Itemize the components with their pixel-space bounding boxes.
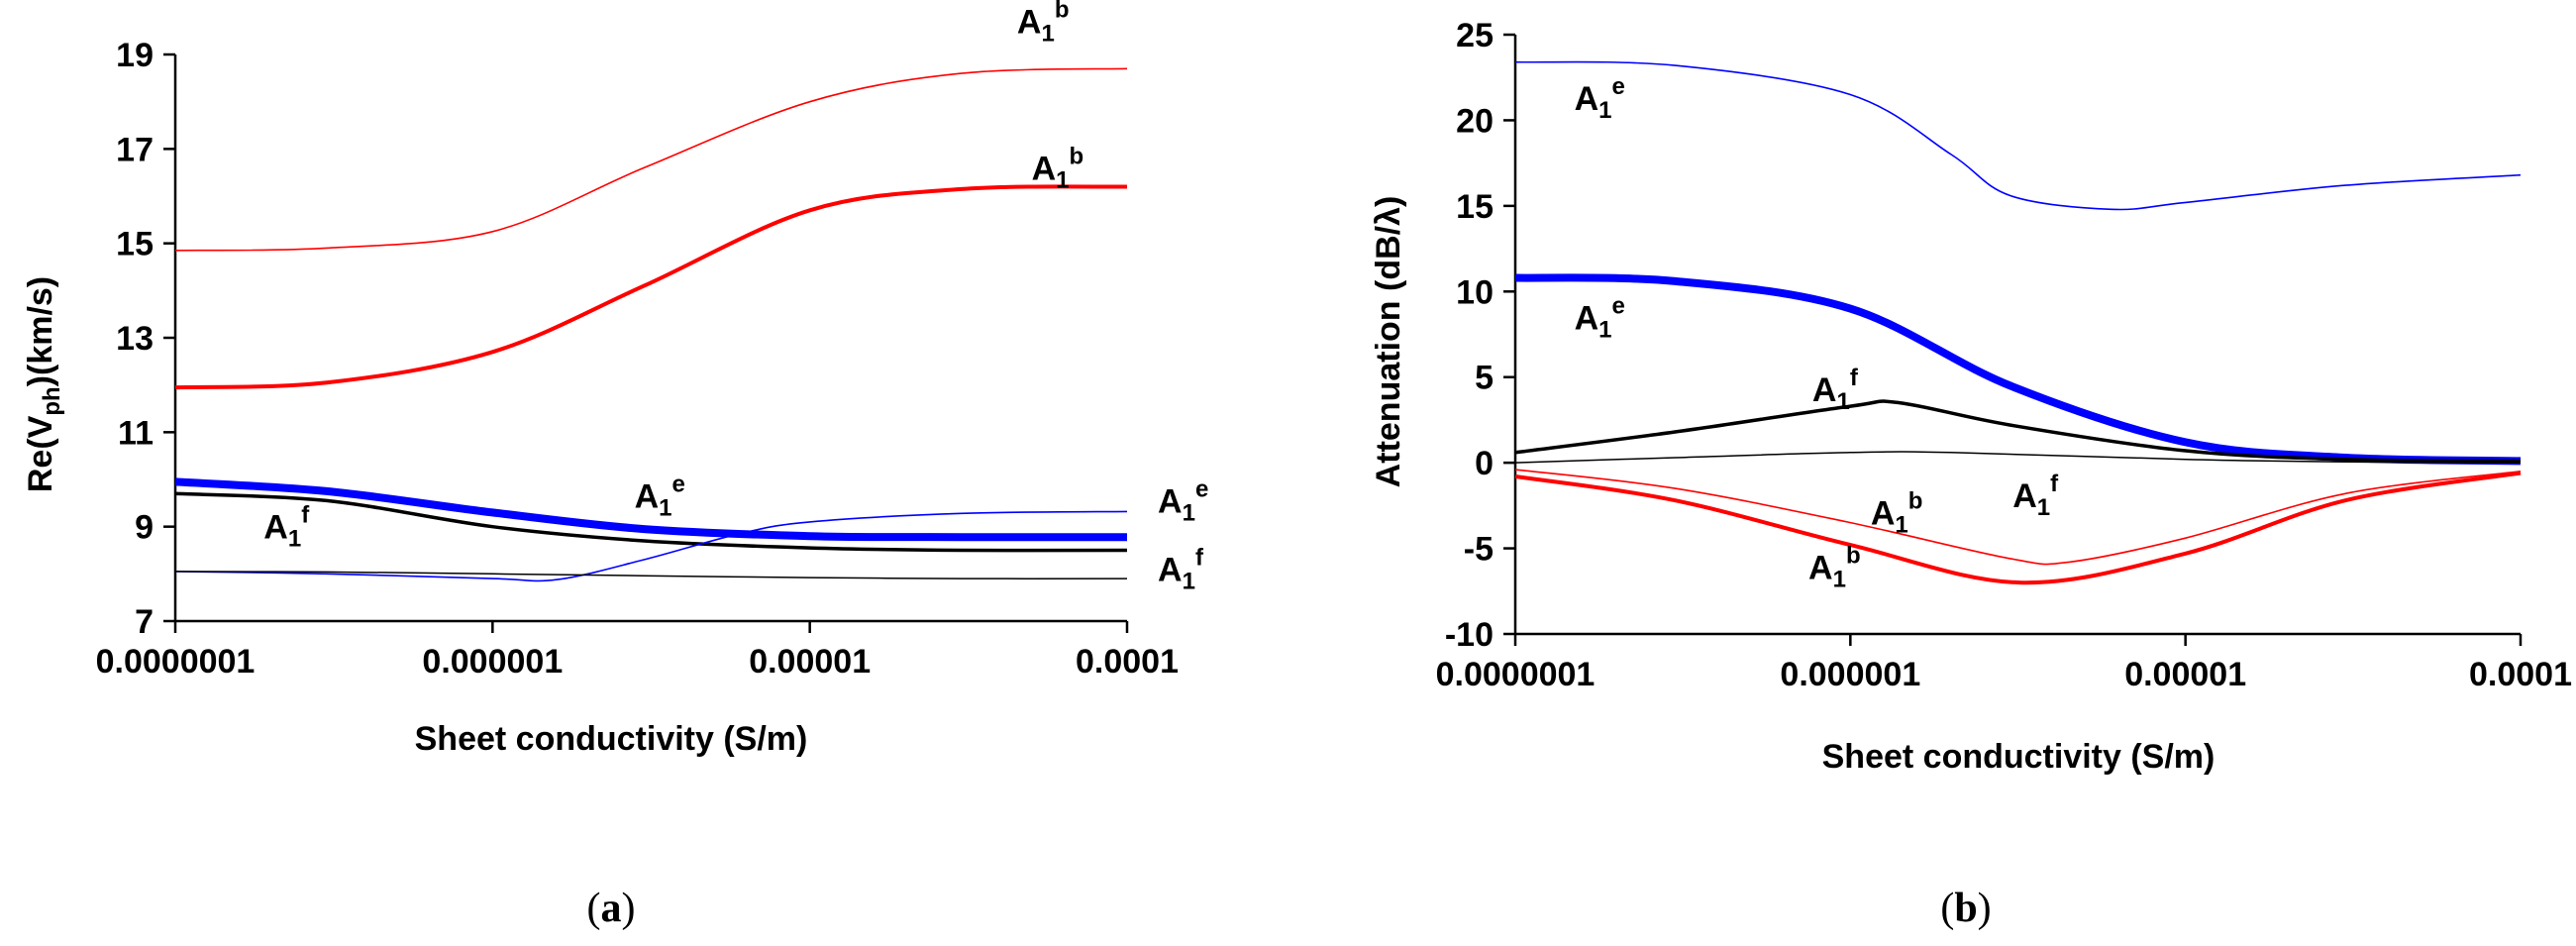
y-tick-label: 10: [1456, 273, 1494, 311]
y-axis-title-a: Re(Vph)(km/s): [22, 276, 65, 492]
axes-b: -10 -5 0 5 10 15 20 25 0.0000001 0.000001 0.00001 0…: [1436, 17, 2572, 693]
curve-label: A1e: [635, 472, 685, 522]
series-line: [174, 571, 1128, 579]
y-axis-title-a-sub: ph: [39, 386, 65, 415]
series-a: [174, 67, 1128, 582]
curve-label: A1f: [263, 502, 310, 553]
y-tick-label: 15: [116, 226, 154, 263]
y-tick-label: 11: [118, 414, 154, 452]
curve-label: A1b: [1032, 143, 1084, 193]
curve-label: A1e: [1575, 292, 1625, 343]
x-tick-label: 0.000001: [422, 643, 563, 681]
y-axis-title-b: Attenuation (dB/λ): [1370, 196, 1407, 488]
chart-panel-b: -10 -5 0 5 10 15 20 25 0.0000001 0.000001 0.00001 0…: [1370, 17, 2572, 931]
axes-a: 7 9 11 13 15 17 19 0.0000001 0.000001 0.00001 0.00…: [96, 37, 1179, 681]
series-line: [174, 67, 1128, 252]
series-line: [174, 477, 1128, 542]
curve-label: A1e: [1575, 73, 1625, 124]
series-line: [1514, 60, 2522, 211]
series-line: [174, 491, 1128, 553]
curve-label: A1e: [1158, 475, 1208, 526]
y-tick-label: 13: [116, 320, 154, 358]
chart-panel-a: 7 9 11 13 15 17 19 0.0000001 0.000001 0.00001 0.00…: [22, 0, 1208, 931]
x-axis-title-a: Sheet conductivity (S/m): [415, 720, 808, 758]
series-line: [174, 510, 1128, 582]
y-axis-title-a-part1: Re(V: [22, 415, 59, 492]
y-tick-label: -10: [1445, 616, 1494, 654]
y-tick-label: -5: [1464, 531, 1494, 569]
x-tick-label: 0.00001: [749, 643, 871, 681]
curve-label: A1b: [1017, 0, 1070, 48]
series-line: [1514, 399, 2522, 464]
panel-label-a: (a): [587, 886, 636, 931]
series-line: [1514, 451, 2522, 464]
panel-label-b: (b): [1940, 886, 1991, 931]
y-tick-label: 20: [1456, 102, 1494, 140]
curve-label: A1b: [1808, 543, 1861, 593]
x-tick-label: 0.0001: [1076, 643, 1179, 681]
y-tick-label: 15: [1456, 188, 1494, 226]
curve-labels-b: A1e A1e A1f A1b A1f A1b: [1575, 73, 2060, 593]
x-tick-label: 0.0001: [2469, 656, 2572, 693]
y-tick-label: 0: [1475, 445, 1494, 482]
y-tick-label: 19: [116, 37, 154, 74]
x-tick-label: 0.0000001: [96, 643, 256, 681]
series-line: [1514, 469, 2522, 566]
y-axis-title-a-part3: )(km/s): [22, 276, 59, 386]
y-tick-label: 9: [135, 509, 154, 547]
series-line: [1514, 471, 2522, 585]
x-tick-label: 0.000001: [1780, 656, 1920, 693]
y-tick-label: 25: [1456, 17, 1494, 54]
x-axis-title-b: Sheet conductivity (S/m): [1822, 738, 2215, 776]
x-tick-label: 0.0000001: [1436, 656, 1596, 693]
curve-label: A1f: [2012, 471, 2059, 521]
curve-label: A1b: [1871, 487, 1923, 538]
x-tick-label: 0.00001: [2124, 656, 2246, 693]
curve-label: A1f: [1158, 544, 1204, 594]
panel-label-a-letter: a: [601, 886, 622, 931]
curve-label: A1f: [1812, 365, 1859, 415]
curve-labels-a: A1b A1b A1e A1e A1f A1f: [263, 0, 1208, 594]
series-b: [1514, 60, 2522, 585]
panel-label-b-letter: b: [1954, 886, 1977, 931]
series-line: [174, 184, 1128, 390]
y-tick-label: 17: [116, 131, 154, 168]
y-tick-label: 7: [135, 603, 154, 641]
y-tick-label: 5: [1475, 360, 1494, 397]
